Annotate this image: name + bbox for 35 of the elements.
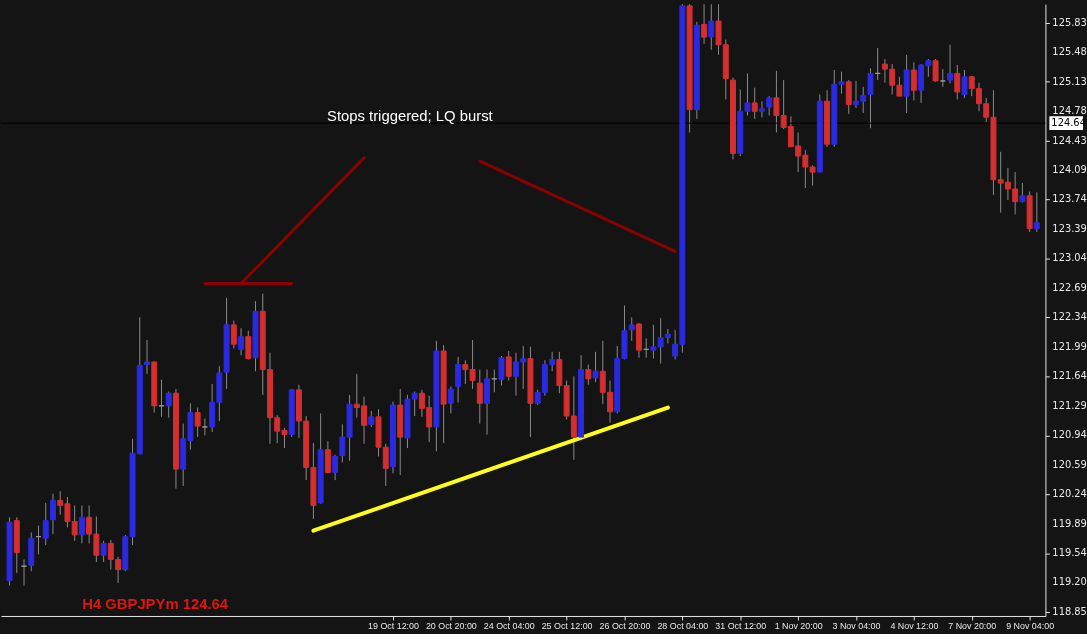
x-tick-label: 24 Oct 04:00 [483, 621, 535, 632]
x-tick-label: 20 Oct 20:00 [425, 621, 477, 632]
y-tick-label: 120.59 [1052, 458, 1087, 470]
y-tick-label: 124.09 [1052, 163, 1087, 175]
y-tick-label: 125.48 [1052, 46, 1087, 58]
y-tick-label: 120.24 [1052, 488, 1087, 500]
x-tick-label: 25 Oct 12:00 [541, 621, 593, 632]
y-tick-label: 119.54 [1052, 547, 1087, 559]
x-tick-label: 1 Nov 20:00 [774, 621, 823, 632]
annotation: Stops triggered; LQ burst [327, 107, 494, 124]
y-tick-label: 124.43 [1052, 134, 1087, 146]
y-tick-label: 125.83 [1052, 16, 1087, 28]
annotation: H4 GBPJPYm 124.64 [82, 596, 229, 613]
y-tick-label: 121.64 [1052, 370, 1087, 382]
x-tick-label: 7 Nov 20:00 [948, 621, 997, 632]
y-tick-label: 119.89 [1052, 517, 1087, 529]
y-tick-label: 121.29 [1052, 399, 1087, 411]
y-tick-label: 125.13 [1052, 75, 1087, 87]
y-tick-label: 121.99 [1052, 340, 1087, 352]
x-tick-label: 9 Nov 04:00 [1006, 621, 1055, 632]
y-tick-label: 123.39 [1052, 222, 1087, 234]
x-tick-label: 28 Oct 04:00 [657, 621, 709, 632]
x-tick-label: 31 Oct 12:00 [715, 621, 767, 632]
y-tick-label: 119.20 [1052, 576, 1087, 588]
x-tick-label: 26 Oct 20:00 [599, 621, 651, 632]
y-tick-label: 123.04 [1052, 252, 1087, 264]
x-tick-label: 3 Nov 04:00 [832, 621, 881, 632]
y-tick-label: 123.74 [1052, 193, 1087, 205]
x-tick-label: 4 Nov 12:00 [890, 621, 939, 632]
y-tick-label: 120.94 [1052, 429, 1087, 441]
y-tick-label: 122.34 [1052, 311, 1087, 323]
y-tick-label: 118.85 [1052, 605, 1087, 617]
y-tick-label: 124.78 [1052, 105, 1087, 117]
x-tick-label: 19 Oct 12:00 [368, 621, 419, 632]
y-tick-label: 122.69 [1052, 281, 1087, 293]
